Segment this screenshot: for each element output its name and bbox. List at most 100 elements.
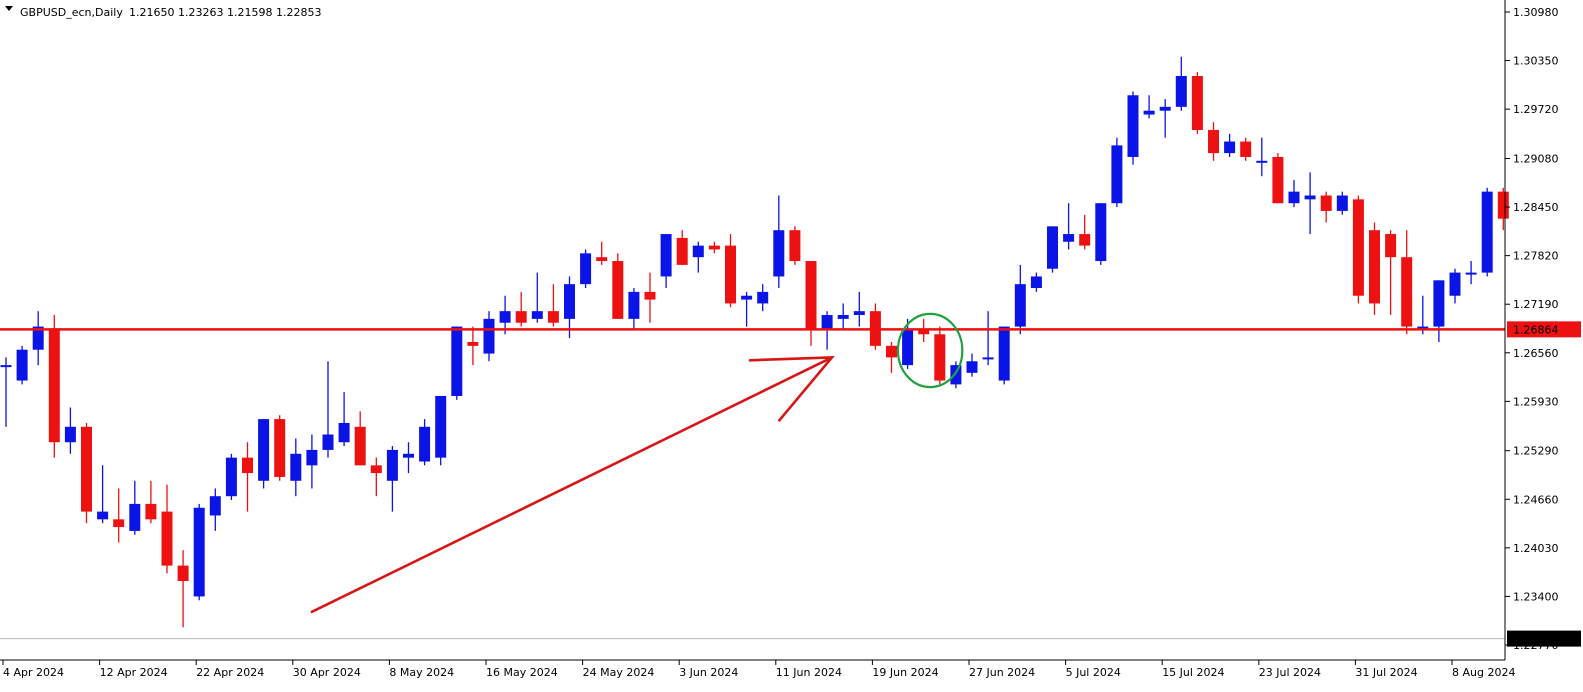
candle[interactable] [692, 241, 704, 273]
candle[interactable] [64, 407, 76, 454]
candle[interactable] [853, 291, 865, 327]
candle[interactable] [564, 276, 575, 339]
candle[interactable] [0, 357, 12, 427]
candle[interactable] [467, 326, 479, 366]
candle-body [225, 457, 237, 497]
candle[interactable] [934, 326, 946, 385]
candle[interactable] [950, 361, 962, 389]
candle[interactable] [32, 311, 44, 366]
candle[interactable] [403, 442, 414, 474]
candle[interactable] [531, 272, 543, 323]
candle[interactable] [1256, 137, 1268, 177]
highlight-ellipse[interactable] [896, 312, 964, 389]
time-tick-label: 8 May 2024 [389, 666, 454, 679]
candle[interactable] [1208, 122, 1219, 161]
candle[interactable] [757, 284, 769, 312]
candle[interactable] [1465, 261, 1477, 285]
candle-body [1465, 272, 1477, 275]
candle[interactable] [1079, 214, 1091, 250]
candle[interactable] [483, 311, 495, 362]
candle[interactable] [869, 303, 881, 350]
candle[interactable] [1433, 280, 1445, 342]
candle[interactable] [338, 392, 350, 447]
candle[interactable] [1304, 172, 1316, 235]
candle[interactable] [225, 453, 237, 501]
candle[interactable] [1272, 153, 1284, 204]
candle[interactable] [644, 272, 656, 323]
candle[interactable] [129, 480, 141, 535]
candle[interactable] [902, 318, 914, 369]
candle[interactable] [145, 480, 157, 524]
candle[interactable] [1224, 133, 1236, 157]
candle[interactable] [1143, 95, 1155, 119]
candle[interactable] [547, 284, 559, 327]
candle[interactable] [741, 291, 753, 327]
candle[interactable] [660, 234, 672, 289]
candle[interactable] [1417, 295, 1429, 335]
candle[interactable] [242, 442, 253, 512]
candle[interactable] [193, 503, 205, 601]
candle[interactable] [596, 241, 608, 265]
candle[interactable] [837, 303, 849, 331]
candle[interactable] [1320, 191, 1332, 223]
candle[interactable] [982, 311, 994, 366]
trend-arrow[interactable] [310, 356, 835, 614]
candle[interactable] [1401, 230, 1413, 335]
candle[interactable] [1095, 203, 1107, 265]
candle[interactable] [1063, 203, 1075, 250]
candle-body [596, 257, 608, 262]
candle[interactable] [805, 261, 817, 346]
candle[interactable] [451, 326, 463, 400]
candle[interactable] [773, 195, 785, 289]
candle[interactable] [274, 415, 286, 481]
candle[interactable] [1127, 91, 1139, 165]
candle[interactable] [435, 395, 447, 466]
candle[interactable] [1481, 187, 1493, 277]
candle[interactable] [499, 295, 511, 335]
candle[interactable] [1175, 56, 1187, 111]
candle[interactable] [97, 465, 109, 524]
candle[interactable] [386, 446, 398, 512]
candle[interactable] [258, 419, 270, 489]
candle[interactable] [708, 241, 720, 254]
candle[interactable] [1352, 195, 1364, 304]
candle[interactable] [1336, 191, 1348, 215]
candle[interactable] [998, 326, 1010, 385]
candle[interactable] [161, 484, 173, 574]
candle[interactable] [322, 361, 334, 458]
candle[interactable] [113, 488, 125, 543]
candle[interactable] [886, 341, 897, 373]
candle[interactable] [628, 288, 640, 331]
candle[interactable] [515, 291, 527, 327]
candle[interactable] [1497, 187, 1509, 231]
candle[interactable] [209, 488, 221, 531]
candle[interactable] [1240, 137, 1252, 161]
candle[interactable] [419, 419, 431, 466]
candle[interactable] [370, 457, 382, 497]
candle[interactable] [306, 434, 318, 489]
candle[interactable] [177, 550, 189, 628]
candle[interactable] [1288, 180, 1300, 208]
candle[interactable] [725, 234, 736, 308]
candle[interactable] [16, 345, 28, 385]
candle[interactable] [1014, 264, 1026, 335]
triangle-down-icon[interactable] [5, 6, 13, 11]
candle[interactable] [789, 226, 801, 265]
candle[interactable] [1111, 137, 1123, 208]
candle[interactable] [1369, 222, 1380, 316]
candle[interactable] [1449, 268, 1461, 304]
candle[interactable] [676, 230, 688, 265]
candle[interactable] [1191, 72, 1203, 134]
candle[interactable] [966, 353, 978, 377]
candle[interactable] [612, 253, 624, 319]
candle[interactable] [580, 249, 592, 289]
candle[interactable] [1030, 272, 1042, 292]
candle[interactable] [1047, 226, 1058, 273]
candle[interactable] [1385, 230, 1397, 316]
candle[interactable] [1159, 99, 1171, 138]
candle[interactable] [81, 422, 92, 524]
candle[interactable] [290, 438, 302, 497]
candle[interactable] [354, 411, 366, 466]
candle[interactable] [48, 315, 60, 458]
